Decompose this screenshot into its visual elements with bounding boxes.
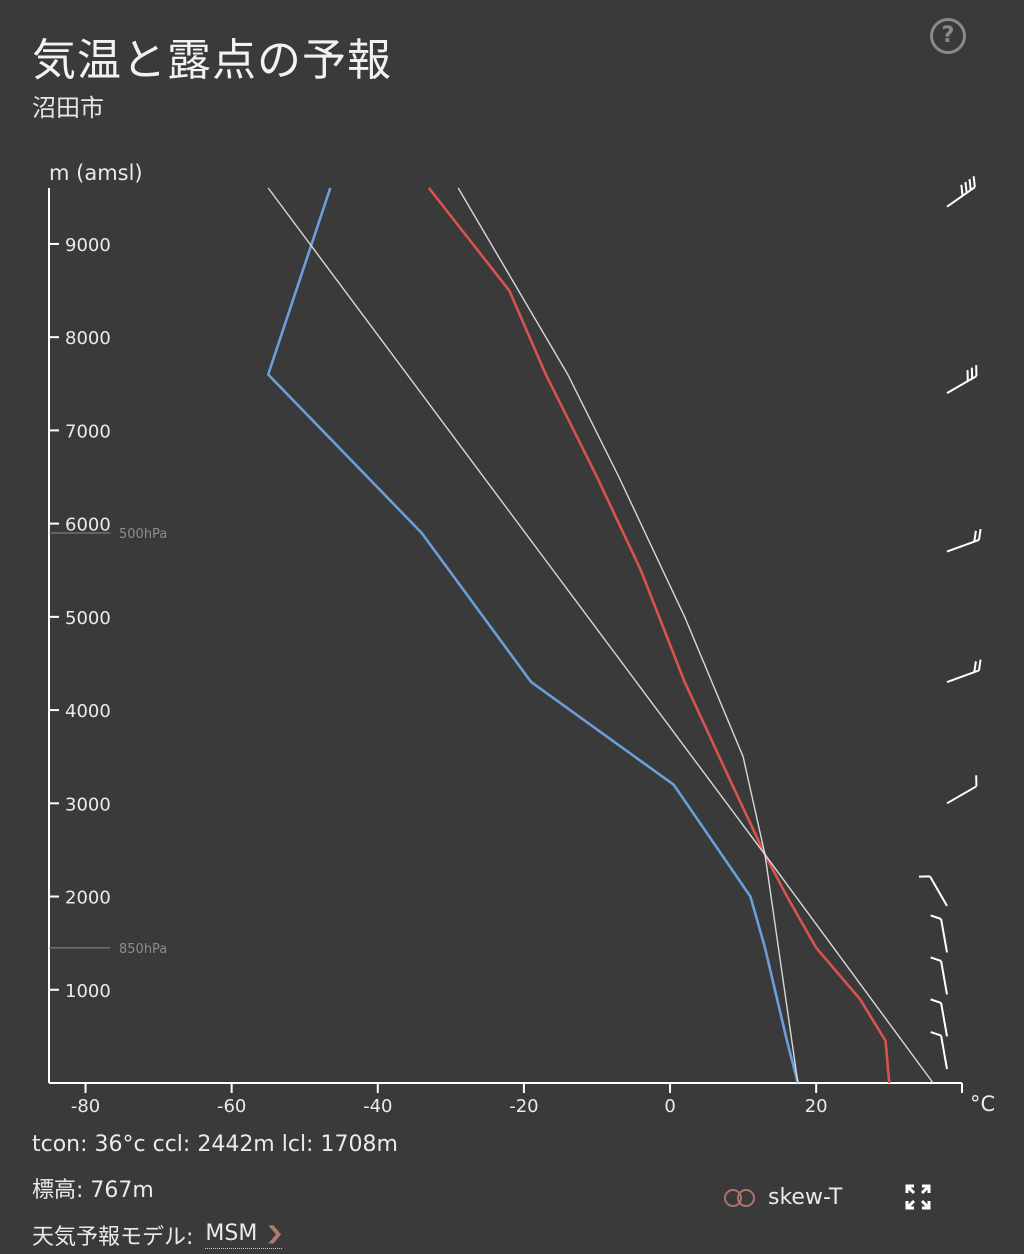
wind-barb	[930, 956, 948, 995]
pressure-level-label: 850hPa	[119, 942, 167, 957]
pressure-level-label: 500hPa	[119, 527, 167, 542]
toggle-icon	[724, 1188, 756, 1207]
model-selector-row: 天気予報モデル: MSM ❯	[32, 1219, 285, 1251]
x-tick-label: -40	[363, 1096, 392, 1117]
skew-t-toggle[interactable]: skew-T	[724, 1185, 842, 1210]
chart-axes: m (amsl) °C 1000 2000 3000 4000 5000 6000 7000 80…	[48, 161, 995, 1117]
x-tick-label: 0	[664, 1096, 675, 1117]
wind-barb-feather	[977, 659, 982, 671]
model-select[interactable]: MSM ❯	[205, 1221, 285, 1249]
wind-barb-feather	[960, 184, 964, 196]
model-label: 天気予報モデル:	[32, 1225, 194, 1250]
pressure-levels: 850hPa 500hPa	[49, 527, 167, 957]
wind-barb-staff	[940, 1002, 948, 1037]
wind-barb-feather	[973, 530, 977, 542]
wind-barb	[930, 998, 948, 1037]
x-axis-label: °C	[970, 1092, 995, 1116]
wind-barb-staff	[946, 539, 980, 553]
wind-barb-feather	[930, 998, 942, 1004]
wind-barb-staff	[946, 186, 976, 208]
chevron-down-icon: ❯	[265, 1223, 285, 1244]
wind-barb-staff	[940, 960, 948, 995]
y-tick-label: 8000	[65, 328, 111, 349]
y-tick-label: 1000	[65, 981, 111, 1002]
wind-barb	[930, 1031, 948, 1070]
y-tick-label: 9000	[65, 235, 111, 256]
dewpoint-line	[266, 187, 800, 1084]
wind-barb-staff	[946, 375, 977, 394]
page-title: 気温と露点の予報	[32, 35, 392, 86]
x-tick-label: 20	[805, 1096, 828, 1117]
chart-series	[266, 187, 934, 1084]
y-tick-label: 7000	[65, 421, 111, 442]
model-value: MSM	[205, 1221, 258, 1246]
wind-barb-staff	[946, 785, 977, 805]
y-axis-label: m (amsl)	[49, 161, 143, 185]
x-tick-label: -60	[217, 1096, 246, 1117]
elevation-label: 標高: 767m	[32, 1178, 154, 1203]
wind-barb	[930, 914, 948, 953]
wind-barb-feather	[930, 956, 942, 962]
wind-barb-feather	[972, 176, 976, 188]
reference-line	[457, 187, 799, 1084]
wind-barb-staff	[940, 918, 948, 953]
y-tick-label: 5000	[65, 608, 111, 629]
wind-barb	[946, 775, 978, 805]
y-tick-label: 4000	[65, 701, 111, 722]
x-tick-label: -80	[71, 1096, 100, 1117]
y-tick-label: 6000	[65, 515, 111, 536]
x-tick-label: -20	[509, 1096, 538, 1117]
y-tick-label: 2000	[65, 888, 111, 909]
temperature-line	[427, 187, 891, 1084]
y-tick-label: 3000	[65, 794, 111, 815]
wind-barb	[946, 659, 982, 684]
wind-barb-feather	[977, 528, 982, 541]
wind-barb-feather	[973, 661, 977, 673]
wind-barb	[918, 875, 948, 907]
wind-barb	[946, 528, 982, 553]
wind-barb	[946, 365, 978, 394]
wind-barb-feather	[930, 914, 942, 920]
wind-barb-staff	[929, 875, 948, 907]
sounding-chart: m (amsl) °C 1000 2000 3000 4000 5000 6000 7000 80…	[48, 161, 995, 1117]
wind-barb-feather	[968, 178, 972, 191]
wind-barbs	[918, 176, 982, 1070]
location-name: 沼田市	[32, 94, 104, 122]
wind-barb-feather	[930, 1031, 942, 1037]
wind-barb-staff	[946, 669, 980, 684]
skew-t-label: skew-T	[768, 1185, 843, 1210]
fullscreen-icon[interactable]	[905, 1184, 931, 1210]
wind-barb-staff	[940, 1035, 948, 1070]
wind-barb	[946, 176, 976, 208]
stability-stats: tcon: 36°c ccl: 2442m lcl: 1708m	[32, 1132, 398, 1157]
reference-line	[267, 187, 934, 1084]
wind-barb-feather	[964, 181, 968, 193]
help-icon[interactable]: ?	[930, 18, 966, 54]
